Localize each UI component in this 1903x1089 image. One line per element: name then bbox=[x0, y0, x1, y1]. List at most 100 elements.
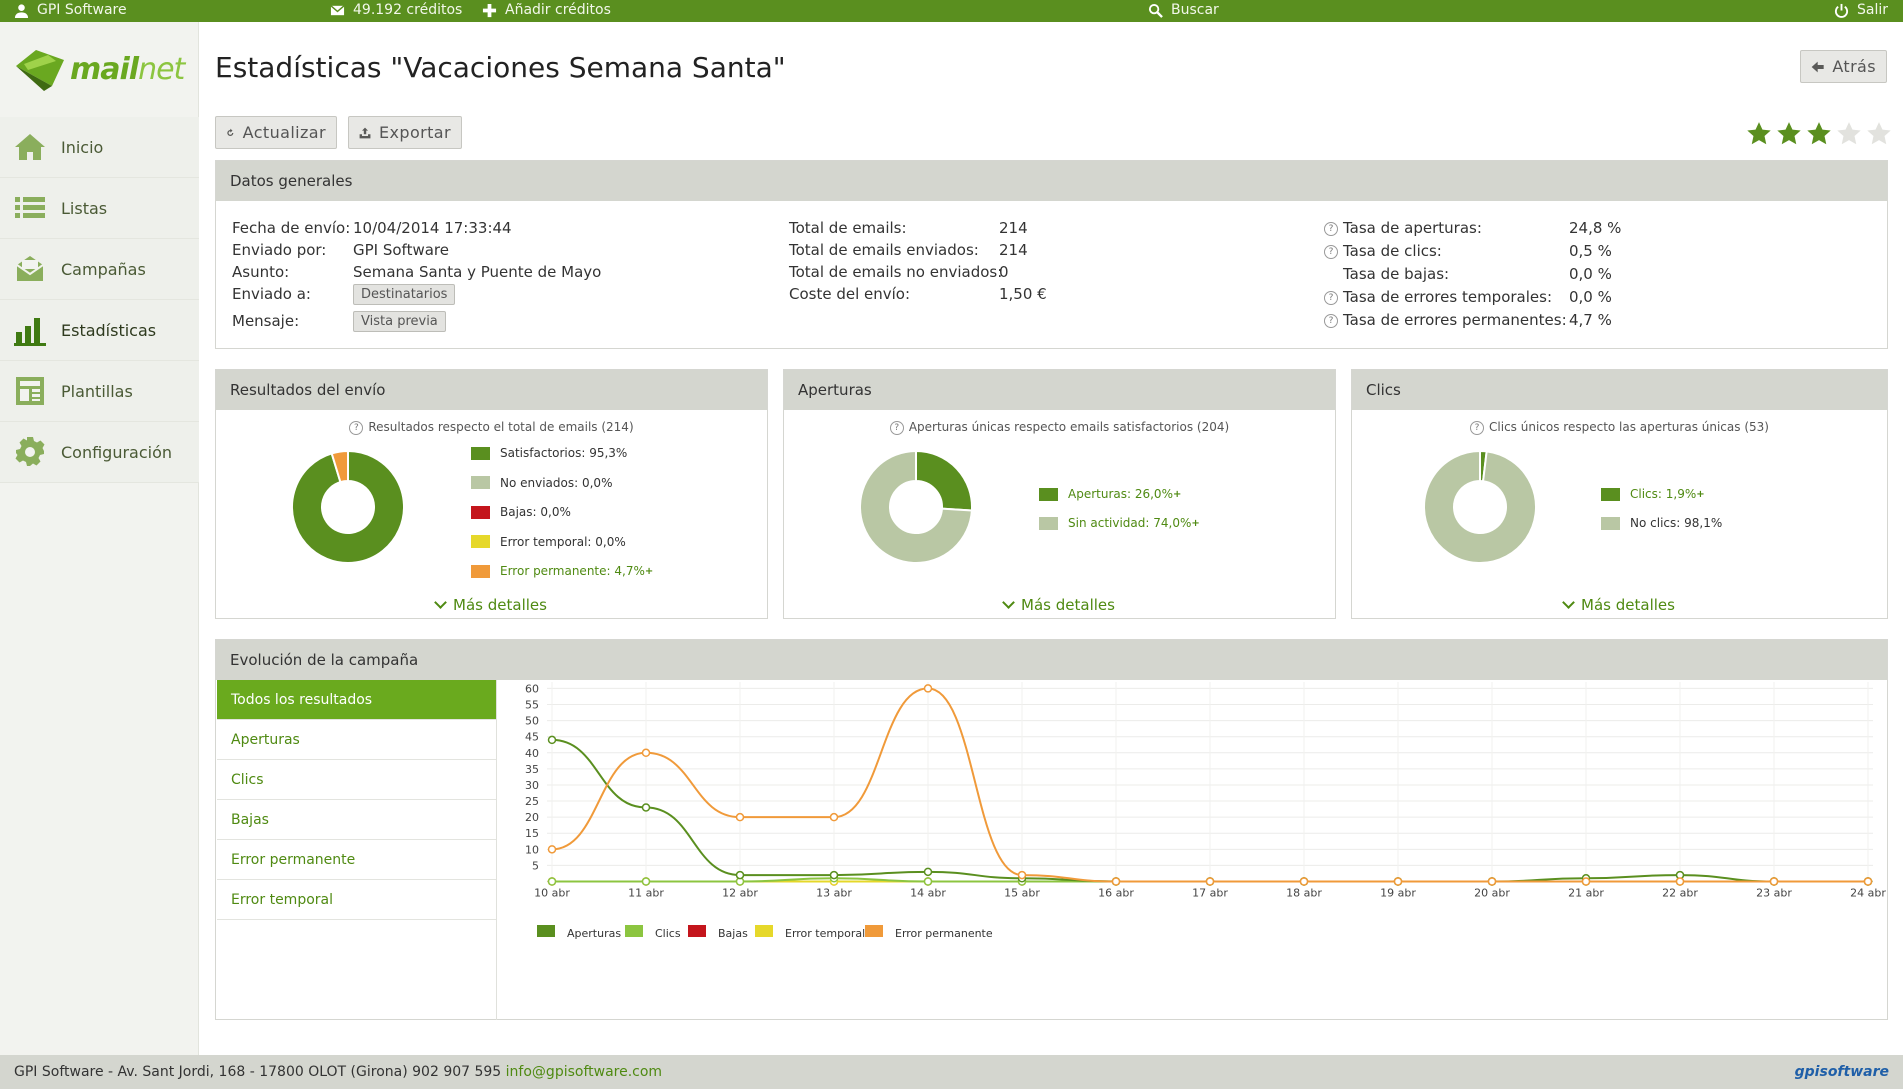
help-icon[interactable]: ? bbox=[1470, 420, 1485, 435]
pie-slice-satisfactorios[interactable] bbox=[291, 450, 405, 564]
data-point-error-permanente[interactable] bbox=[1111, 877, 1121, 886]
back-button[interactable]: Atrás bbox=[1800, 50, 1887, 83]
clicks-caption: ? Clics únicos respecto las aperturas úni… bbox=[1352, 420, 1887, 435]
data-point-error-permanente[interactable] bbox=[735, 812, 745, 822]
legend-swatch bbox=[625, 925, 643, 937]
help-icon[interactable]: ? bbox=[1324, 313, 1338, 328]
rating-stars[interactable] bbox=[1746, 121, 1892, 147]
pie-slice-sin-actividad[interactable] bbox=[859, 450, 973, 564]
legend-item[interactable]: Sin actividad: 74,0% + bbox=[1039, 516, 1200, 530]
data-point-clics[interactable] bbox=[923, 877, 933, 886]
data-point-error-permanente[interactable] bbox=[641, 748, 651, 758]
legend-item[interactable]: No clics: 98,1% bbox=[1601, 516, 1722, 530]
legend-item[interactable]: Bajas: 0,0% bbox=[471, 505, 571, 519]
sidebar-item-inicio[interactable]: Inicio bbox=[0, 117, 199, 178]
help-icon[interactable]: ? bbox=[349, 420, 364, 435]
export-button-label: Exportar bbox=[379, 123, 451, 142]
more-details-link[interactable]: Más detalles bbox=[784, 596, 1335, 614]
data-point-error-permanente[interactable] bbox=[829, 812, 839, 822]
sidebar-item-plantillas[interactable]: Plantillas bbox=[0, 361, 199, 422]
export-button[interactable]: Exportar bbox=[348, 116, 462, 149]
tab-error-permanente[interactable]: Error permanente bbox=[217, 840, 496, 880]
plus-icon[interactable]: + bbox=[644, 565, 654, 577]
star-icon[interactable] bbox=[1836, 121, 1862, 147]
data-point-error-permanente[interactable] bbox=[1393, 877, 1403, 886]
search-link[interactable]: Buscar bbox=[1148, 2, 1219, 18]
tab-error-temporal[interactable]: Error temporal bbox=[217, 880, 496, 920]
sidebar-item-estadisticas[interactable]: Estadísticas bbox=[0, 300, 199, 361]
plus-icon[interactable]: + bbox=[1191, 517, 1200, 529]
user-menu[interactable]: GPI Software bbox=[14, 2, 127, 18]
chart-legend-item[interactable]: Clics bbox=[625, 925, 681, 940]
more-details-link[interactable]: Más detalles bbox=[216, 596, 767, 614]
legend-item[interactable]: Satisfactorios: 95,3% bbox=[471, 446, 627, 460]
more-details-link[interactable]: Más detalles bbox=[1352, 596, 1887, 614]
plus-icon[interactable]: + bbox=[1172, 488, 1182, 500]
help-icon[interactable]: ? bbox=[1324, 244, 1338, 259]
chart-legend-item[interactable]: Aperturas bbox=[537, 925, 621, 940]
chart-legend-item[interactable]: Bajas bbox=[688, 925, 748, 940]
refresh-button[interactable]: Actualizar bbox=[215, 116, 337, 149]
add-credits-link[interactable]: Añadir créditos bbox=[482, 2, 611, 18]
data-point-error-permanente[interactable] bbox=[1769, 877, 1779, 886]
help-icon[interactable]: ? bbox=[889, 420, 904, 435]
data-point-error-permanente[interactable] bbox=[1299, 877, 1309, 886]
data-point-aperturas[interactable] bbox=[547, 735, 557, 745]
tab-aperturas[interactable]: Aperturas bbox=[217, 720, 496, 760]
mailnet-logo[interactable]: mailnet bbox=[14, 46, 185, 92]
pie-slice-aperturas[interactable] bbox=[915, 450, 973, 512]
sidebar-item-campanas[interactable]: Campañas bbox=[0, 239, 199, 300]
temp-error-rate-value: 0,0 % bbox=[1569, 288, 1612, 306]
chart-legend-item[interactable]: Error permanente bbox=[865, 925, 993, 940]
data-point-clics[interactable] bbox=[641, 877, 651, 886]
recipients-button[interactable]: Destinatarios bbox=[353, 284, 456, 305]
logout-label: Salir bbox=[1857, 2, 1889, 18]
sidebar-item-configuracion[interactable]: Configuración bbox=[0, 422, 199, 483]
legend-item[interactable]: Error temporal: 0,0% bbox=[471, 535, 626, 549]
credits-link[interactable]: 49.192 créditos bbox=[330, 2, 462, 18]
legend-item[interactable]: Clics: 1,9% + bbox=[1601, 487, 1705, 501]
data-point-aperturas[interactable] bbox=[829, 870, 839, 880]
star-icon[interactable] bbox=[1776, 121, 1802, 147]
star-icon[interactable] bbox=[1746, 121, 1772, 147]
data-point-error-permanente[interactable] bbox=[1487, 877, 1497, 886]
data-point-error-permanente[interactable] bbox=[547, 845, 557, 854]
tab-clics[interactable]: Clics bbox=[217, 760, 496, 800]
plus-icon[interactable]: + bbox=[1696, 488, 1705, 500]
legend-item[interactable]: Error permanente: 4,7% + bbox=[471, 564, 653, 578]
preview-button[interactable]: Vista previa bbox=[353, 311, 446, 332]
y-tick-label: 35 bbox=[525, 763, 539, 776]
data-point-error-permanente[interactable] bbox=[1017, 870, 1027, 880]
tab-todos[interactable]: Todos los resultados bbox=[217, 680, 496, 720]
pie-slice-error-permanente[interactable] bbox=[330, 450, 349, 484]
panel-heading: Aperturas bbox=[784, 370, 1335, 410]
help-icon[interactable]: ? bbox=[1324, 290, 1338, 305]
data-point-aperturas[interactable] bbox=[923, 867, 933, 877]
data-point-clics[interactable] bbox=[547, 877, 557, 886]
data-point-aperturas[interactable] bbox=[735, 870, 745, 880]
sidebar-item-listas[interactable]: Listas bbox=[0, 178, 199, 239]
plus-icon bbox=[482, 3, 497, 17]
legend-item[interactable]: Aperturas: 26,0% + bbox=[1039, 487, 1181, 501]
help-icon[interactable]: ? bbox=[1324, 221, 1338, 236]
data-point-error-permanente[interactable] bbox=[923, 684, 933, 693]
star-icon[interactable] bbox=[1866, 121, 1892, 147]
divider bbox=[496, 680, 497, 1020]
logout-link[interactable]: Salir bbox=[1834, 2, 1888, 18]
data-point-error-permanente[interactable] bbox=[1581, 877, 1591, 886]
chart-legend-item[interactable]: Error temporal bbox=[755, 925, 865, 940]
footer-email-link[interactable]: info@gpisoftware.com bbox=[505, 1064, 663, 1080]
star-icon[interactable] bbox=[1806, 121, 1832, 147]
legend-swatch bbox=[865, 925, 883, 937]
data-point-error-permanente[interactable] bbox=[1205, 877, 1215, 886]
legend-item[interactable]: No enviados: 0,0% bbox=[471, 476, 612, 490]
results-panel: Resultados del envío ? Resultados respect… bbox=[215, 369, 768, 619]
data-point-error-permanente[interactable] bbox=[1675, 877, 1685, 886]
pie-slice-no-clics[interactable] bbox=[1423, 450, 1537, 564]
data-point-error-permanente[interactable] bbox=[1863, 877, 1873, 886]
tab-bajas[interactable]: Bajas bbox=[217, 800, 496, 840]
x-tick-label: 19 abr bbox=[1380, 887, 1416, 900]
data-point-aperturas[interactable] bbox=[641, 803, 651, 812]
gpisoftware-logo[interactable]: gpisoftware bbox=[1794, 1064, 1889, 1080]
sent-by-value: GPI Software bbox=[353, 241, 449, 259]
